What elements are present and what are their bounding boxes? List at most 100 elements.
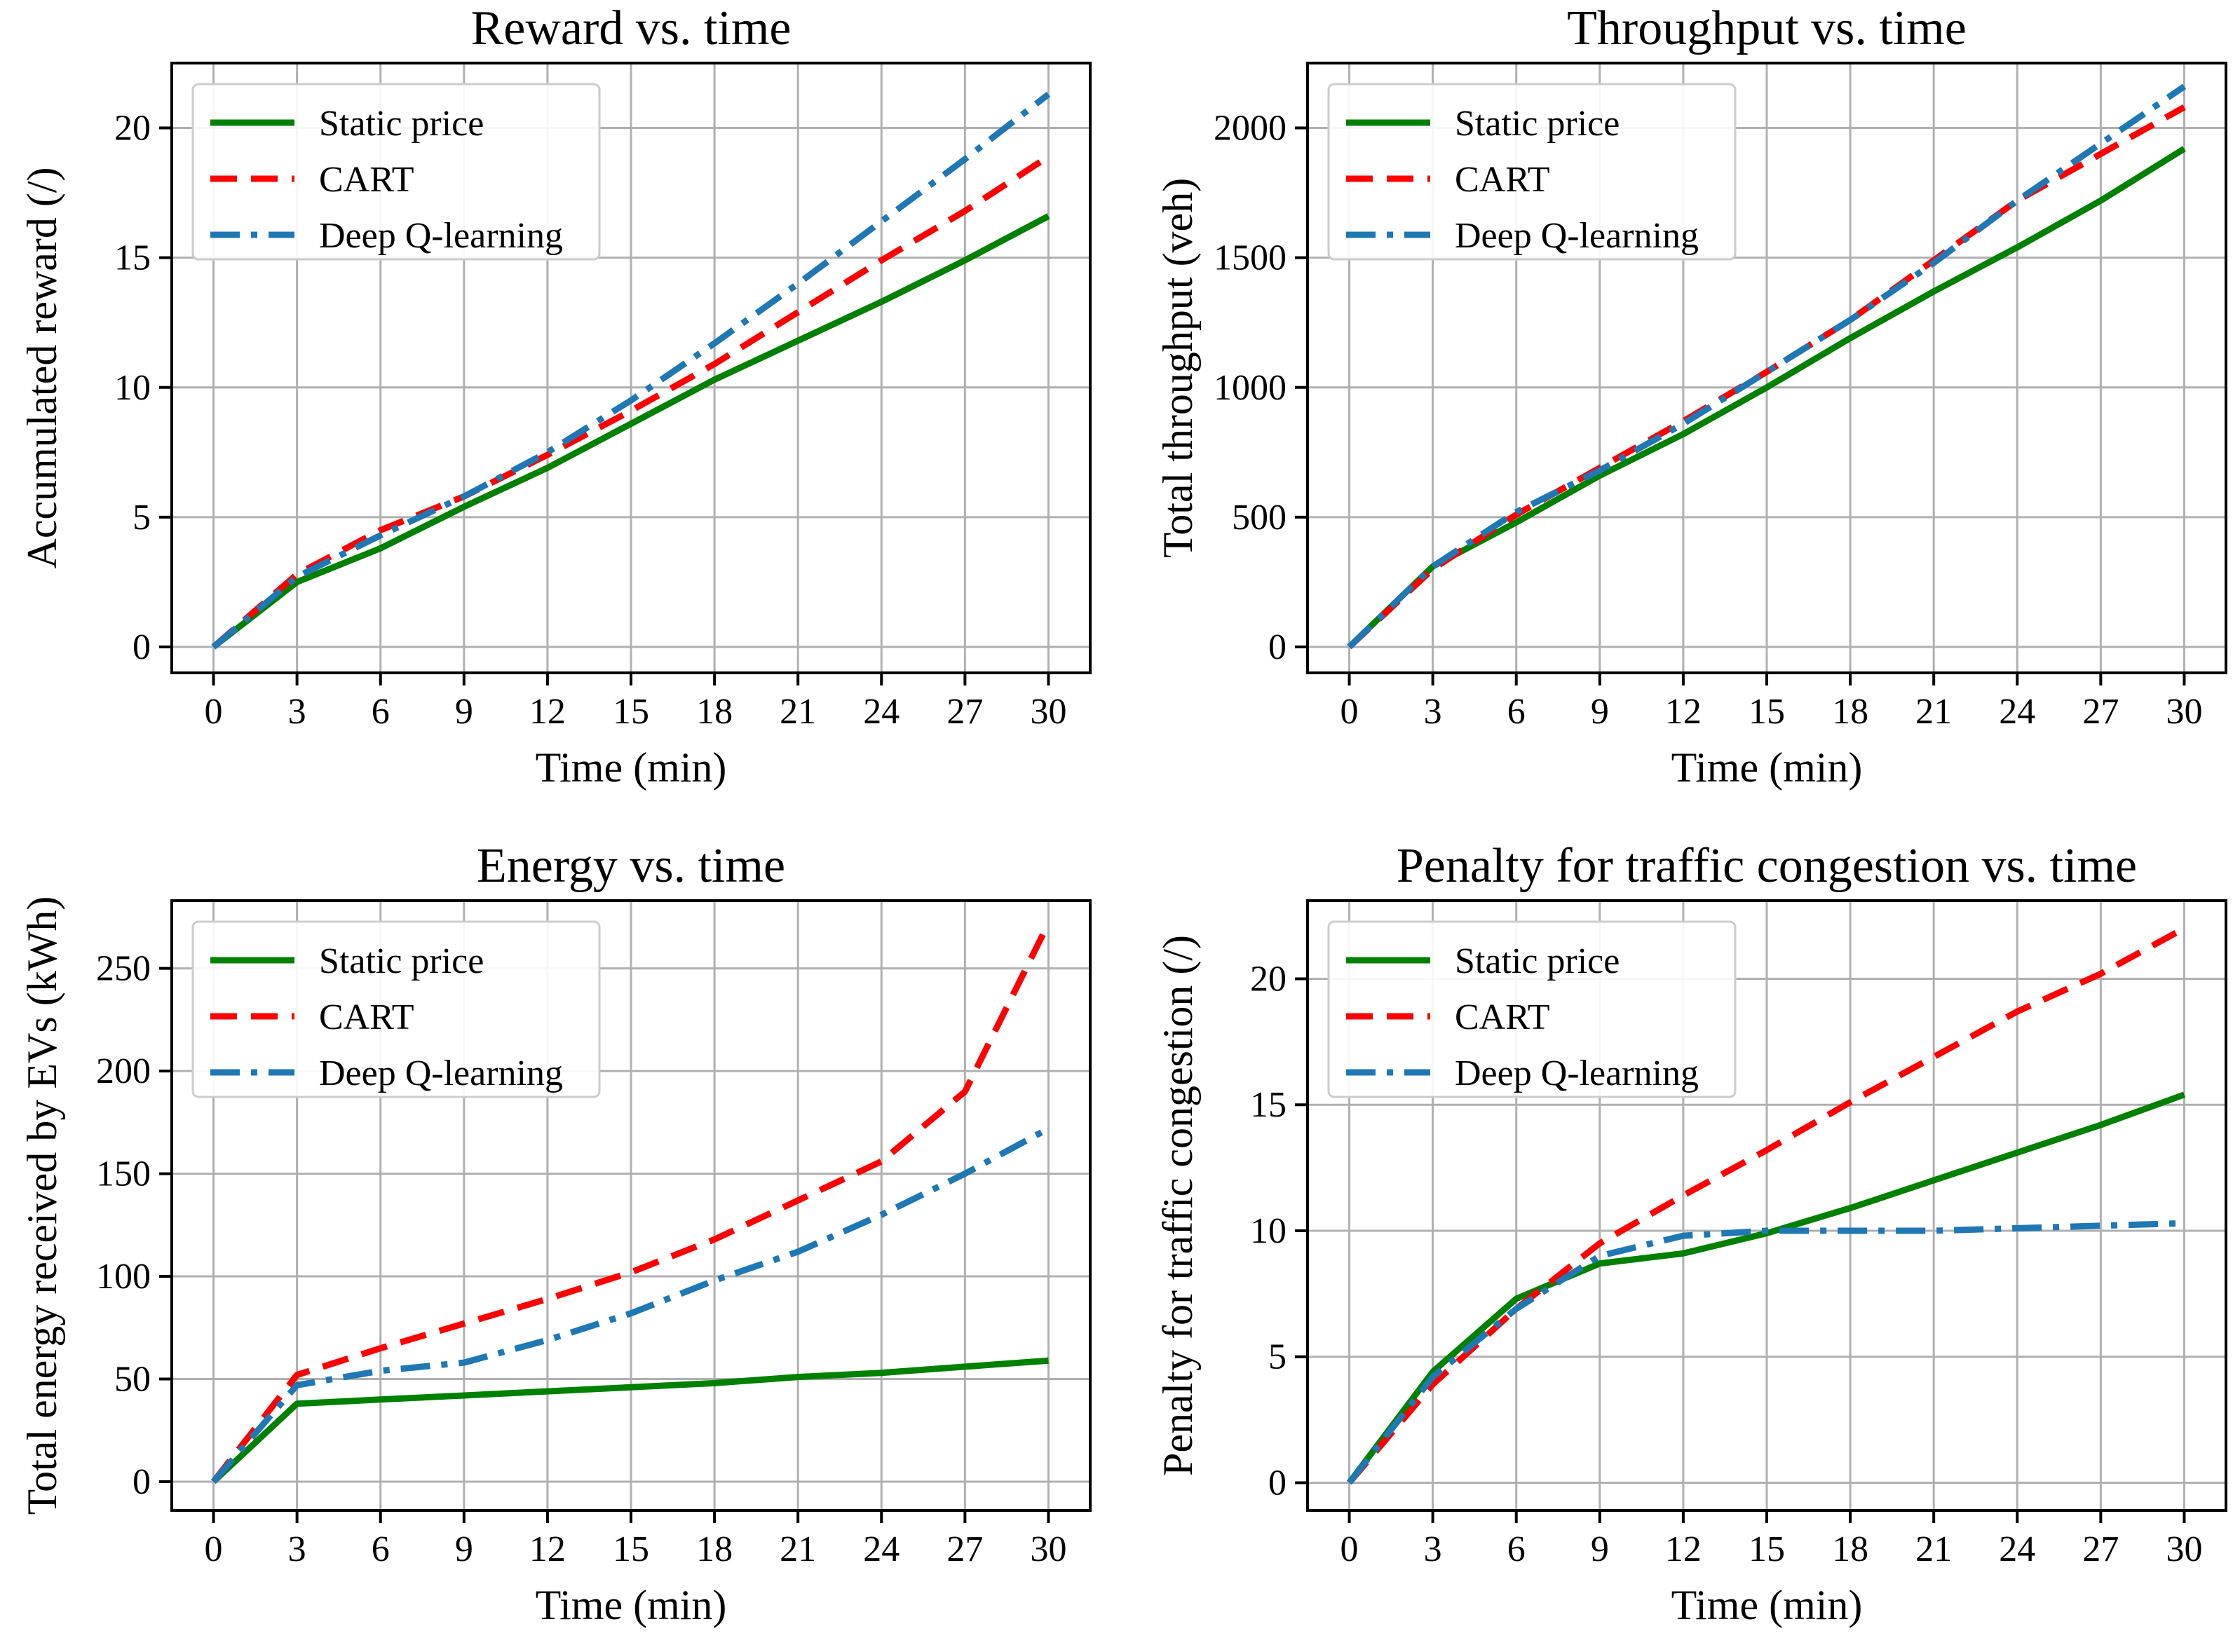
x-tick-label: 24 [863,1529,900,1569]
chart-panel: 0 3 6 9 12 15 18 21 24 27 30 0 500 1000 1500 2000 Throug… [1155,1,2227,791]
x-tick-label: 30 [2166,1529,2202,1569]
legend: Static price CART Deep Q-learning [191,920,601,1098]
x-tick-label: 24 [1999,1529,2035,1569]
y-tick-label: 20 [114,109,151,149]
legend-label: CART [1455,997,1550,1037]
legend-label: CART [1455,160,1550,200]
y-axis-label: Penalty for traffic congestion (/) [1155,935,1201,1476]
y-tick-label: 150 [96,1154,151,1194]
chart-title: Penalty for traffic congestion vs. time [1397,839,2137,893]
series-line [1347,83,2187,650]
x-tick-label: 6 [372,1529,390,1569]
legend-box [1327,920,1737,1098]
x-tick-label: 0 [1340,692,1359,732]
x-tick-label: 27 [2082,692,2119,732]
x-tick-label: 3 [288,1529,306,1569]
y-tick-label: 0 [133,1462,151,1502]
x-tick-label: 21 [1915,692,1952,732]
x-tick-label: 27 [946,692,983,732]
x-axis-label: Time (min) [1671,1582,1863,1628]
x-axis-label: Time (min) [1671,744,1863,791]
y-tick-label: 10 [1250,1211,1287,1251]
series-line [211,91,1051,650]
x-tick-label: 18 [696,1529,733,1569]
legend-label: CART [319,997,414,1037]
y-tick-label: 15 [114,238,151,278]
chart-title: Reward vs. time [471,1,792,55]
series-line [211,153,1050,650]
legend-label: Static price [319,104,484,144]
x-tick-label: 21 [1915,1529,1952,1569]
chart-panel: 0 3 6 9 12 15 18 21 24 27 30 0 50 100 150 200 250 Energy … [19,839,1092,1628]
x-tick-label: 15 [613,1529,649,1569]
legend-box [191,920,601,1098]
legend-label: Static price [319,941,484,981]
x-tick-label: 12 [1665,692,1702,732]
y-tick-label: 5 [133,498,151,538]
x-tick-label: 18 [696,692,733,732]
chart-title: Throughput vs. time [1567,1,1967,55]
x-tick-label: 3 [1424,1529,1442,1569]
legend: Static price CART Deep Q-learning [1327,83,1737,261]
x-tick-label: 6 [372,692,390,732]
x-tick-label: 30 [1030,1529,1066,1569]
legend: Static price CART Deep Q-learning [1327,920,1737,1098]
legend-label: Deep Q-learning [319,1053,563,1093]
y-tick-label: 20 [1250,959,1287,999]
x-tick-label: 15 [1749,692,1785,732]
y-tick-label: 1000 [1214,368,1287,408]
x-tick-label: 30 [1030,692,1066,732]
y-tick-label: 500 [1232,498,1287,538]
y-tick-label: 50 [114,1360,151,1400]
x-tick-label: 0 [205,692,223,732]
y-tick-label: 0 [1268,627,1287,667]
series-line [211,1126,1050,1484]
legend-label: Static price [1455,104,1620,144]
x-tick-label: 12 [1665,1529,1702,1569]
series-line [210,922,1052,1484]
x-tick-label: 27 [946,1529,983,1569]
x-tick-label: 24 [1999,692,2035,732]
legend-label: CART [319,160,414,200]
x-tick-label: 3 [1424,692,1442,732]
y-tick-label: 250 [96,949,151,989]
series-line [211,1357,1049,1484]
legend-label: Deep Q-learning [1455,1053,1699,1093]
y-tick-label: 15 [1250,1085,1287,1125]
x-tick-label: 9 [455,1529,473,1569]
series-line [1347,925,2186,1485]
x-tick-label: 30 [2166,692,2202,732]
y-axis-label: Total energy received by EVs (kWh) [19,896,65,1515]
y-tick-label: 0 [1268,1463,1287,1503]
x-tick-label: 18 [1832,692,1868,732]
x-tick-label: 3 [288,692,306,732]
series-line [1346,1220,2185,1485]
x-tick-label: 24 [863,692,900,732]
x-tick-label: 12 [529,1529,566,1569]
y-tick-label: 1500 [1214,238,1287,278]
legend-label: Static price [1455,941,1620,981]
x-tick-label: 9 [1591,1529,1609,1569]
x-tick-label: 15 [1749,1529,1785,1569]
x-tick-label: 21 [780,1529,816,1569]
legend-box [191,83,601,261]
legend-label: Deep Q-learning [319,216,563,256]
series-line [1347,146,2186,650]
y-axis-label: Total throughput (veh) [1155,178,1201,558]
x-tick-label: 6 [1507,1529,1526,1569]
series-line [211,213,1050,650]
x-tick-label: 15 [613,692,649,732]
x-tick-label: 9 [1591,692,1609,732]
chart-panel: 0 3 6 9 12 15 18 21 24 27 30 0 5 10 15 20 Penalty for tr… [1155,839,2227,1628]
x-axis-label: Time (min) [536,1582,727,1628]
x-tick-label: 12 [529,692,566,732]
y-tick-label: 5 [1268,1337,1287,1377]
x-axis-label: Time (min) [536,744,727,791]
x-tick-label: 0 [205,1529,223,1569]
x-tick-label: 21 [780,692,816,732]
chart-title: Energy vs. time [477,839,785,893]
x-tick-label: 0 [1340,1529,1359,1569]
x-tick-label: 18 [1832,1529,1868,1569]
y-tick-label: 100 [96,1257,151,1297]
